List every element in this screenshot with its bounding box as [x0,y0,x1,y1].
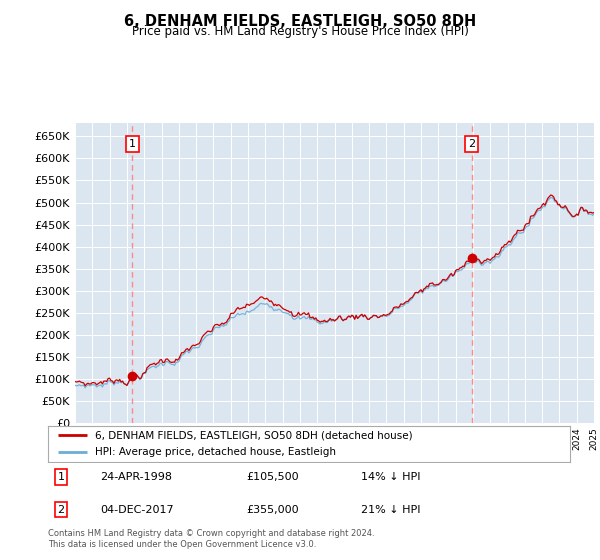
Text: 6, DENHAM FIELDS, EASTLEIGH, SO50 8DH: 6, DENHAM FIELDS, EASTLEIGH, SO50 8DH [124,14,476,29]
Text: 21% ↓ HPI: 21% ↓ HPI [361,505,421,515]
Text: £105,500: £105,500 [247,472,299,482]
Text: 14% ↓ HPI: 14% ↓ HPI [361,472,421,482]
Text: Price paid vs. HM Land Registry's House Price Index (HPI): Price paid vs. HM Land Registry's House … [131,25,469,38]
Text: 6, DENHAM FIELDS, EASTLEIGH, SO50 8DH (detached house): 6, DENHAM FIELDS, EASTLEIGH, SO50 8DH (d… [95,431,413,440]
Text: £355,000: £355,000 [247,505,299,515]
Text: 2: 2 [468,139,475,149]
Text: 2: 2 [58,505,65,515]
Text: 04-DEC-2017: 04-DEC-2017 [100,505,174,515]
Text: 1: 1 [129,139,136,149]
Text: 24-APR-1998: 24-APR-1998 [100,472,172,482]
Text: 1: 1 [58,472,65,482]
Text: Contains HM Land Registry data © Crown copyright and database right 2024.
This d: Contains HM Land Registry data © Crown c… [48,529,374,549]
Text: HPI: Average price, detached house, Eastleigh: HPI: Average price, detached house, East… [95,447,336,457]
